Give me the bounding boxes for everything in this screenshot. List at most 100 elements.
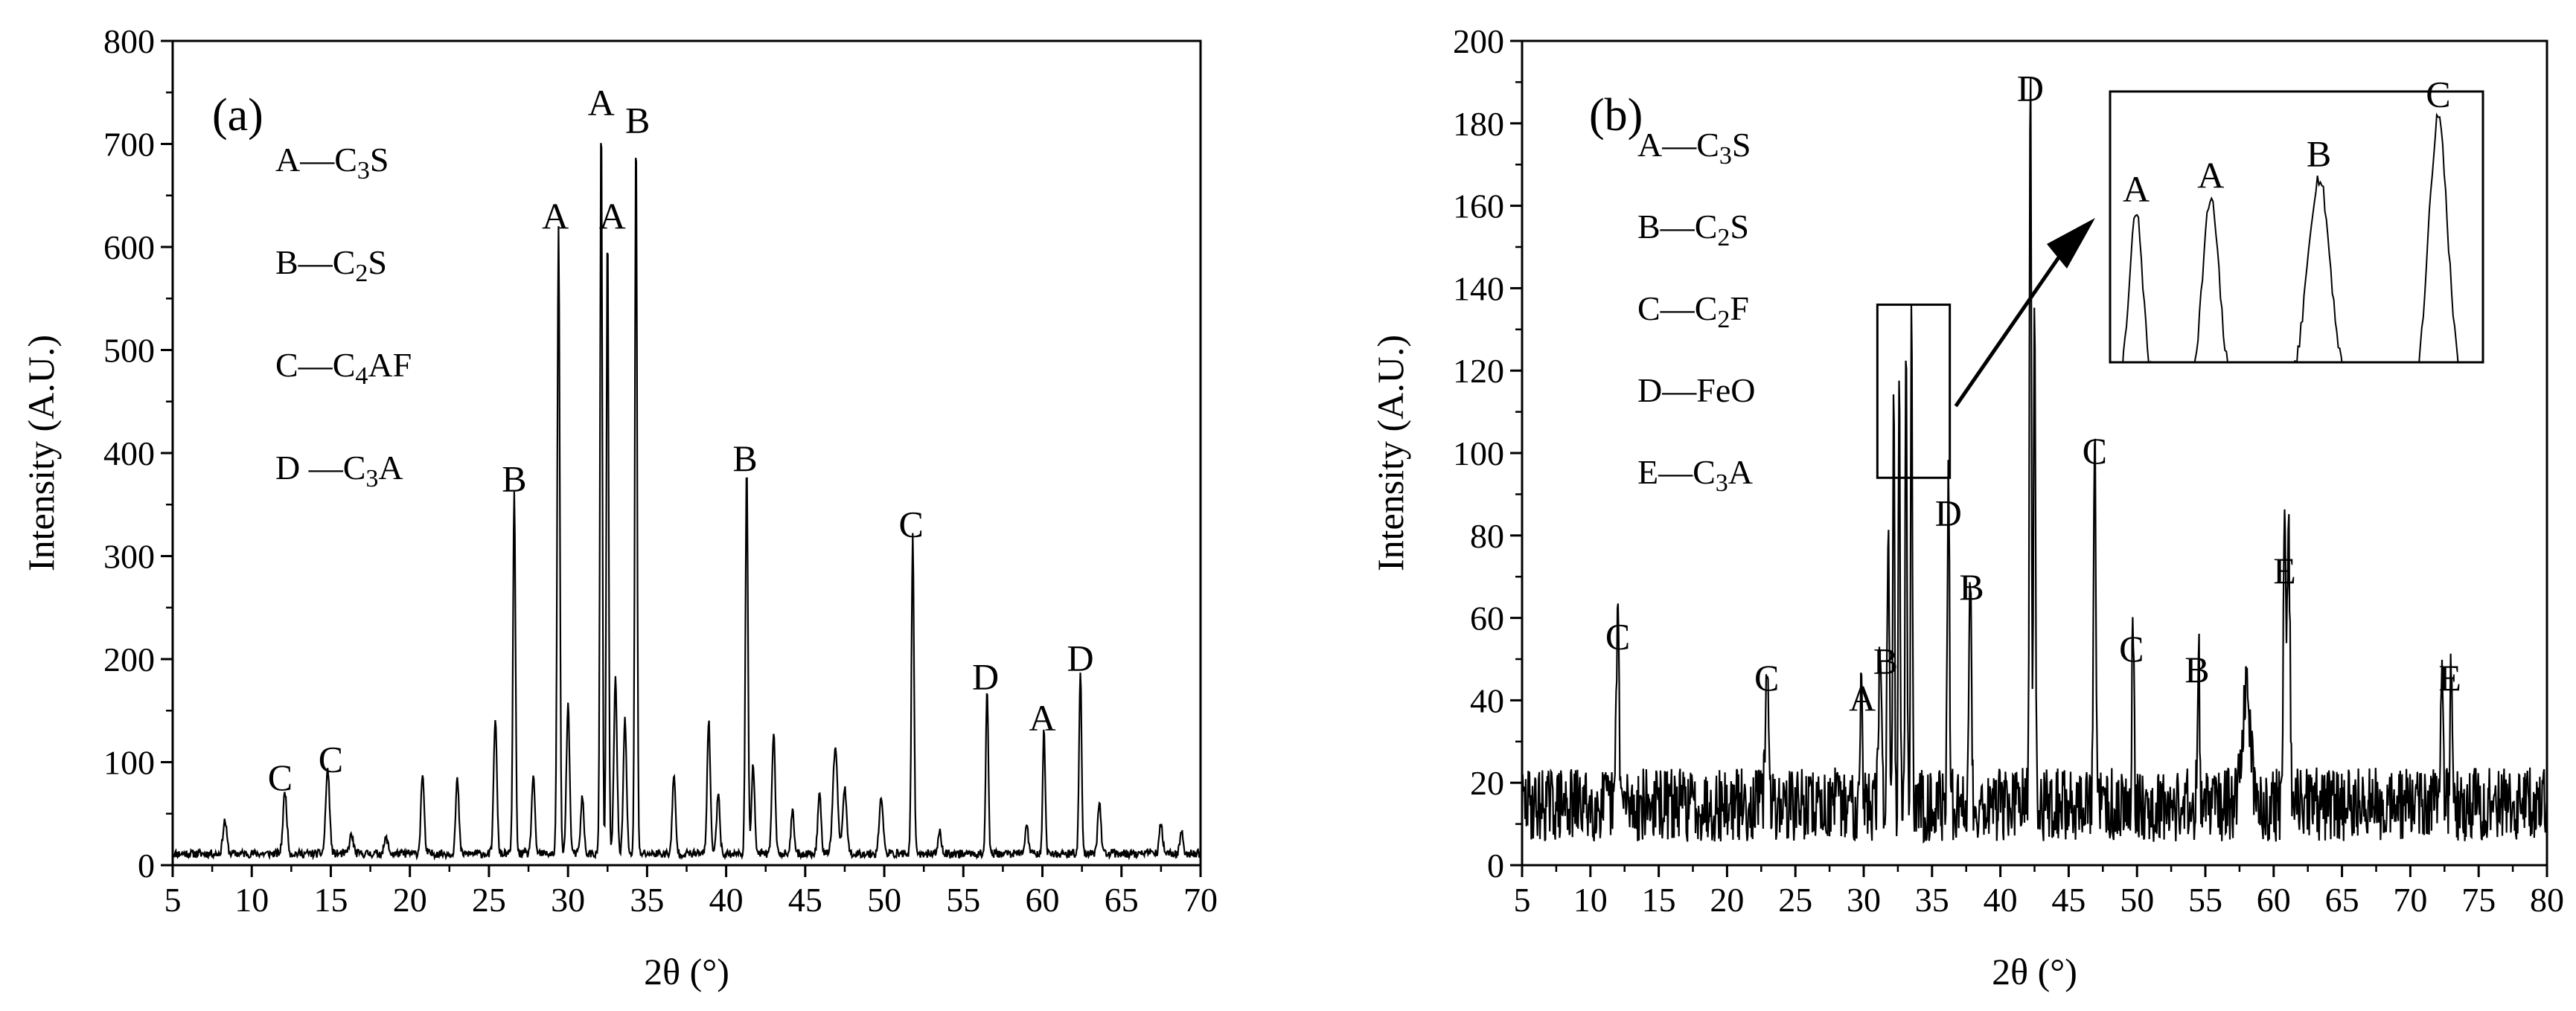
x-tick-label: 55 [2188,881,2222,919]
y-tick-label: 120 [1453,352,1504,390]
peak-label-A: A [1029,697,1055,739]
peak-label-C: C [1754,657,1779,699]
inset-peak-label-C: C [2426,73,2450,115]
y-tick-label: 700 [103,126,155,164]
peak-label-D: D [1935,492,1962,533]
x-tick-label: 20 [393,881,427,919]
x-tick-label: 45 [2051,881,2086,919]
x-tick-label: 30 [1847,881,1881,919]
legend-formula-part: FeO [1696,371,1755,409]
panel-label: (b) [1589,90,1643,141]
legend-formula-part: 3 [365,465,378,492]
legend-entry: B—C2S [275,243,387,287]
chart-panel-0: 5 10 15 20 25 30 35 40 45 50 55 60 65 700100200300400… [20,22,1218,992]
peak-label-B: B [502,458,526,500]
y-tick-label: 0 [1487,847,1504,885]
x-axis-title: 2θ (°) [644,951,729,992]
x-tick-label: 45 [788,881,822,919]
x-tick-label: 35 [630,881,664,919]
legend-letter: E— [1637,453,1693,491]
x-tick-label: 75 [2461,881,2496,919]
x-tick-label: 60 [2257,881,2291,919]
peak-label-C: C [319,738,343,780]
legend-formula-part: AF [368,346,412,384]
x-tick-label: 70 [1183,881,1218,919]
legend-formula-part: C [333,346,356,384]
y-tick-label: 500 [103,332,155,370]
panel-label: (a) [212,90,263,141]
legend-entry: C—C4AF [275,346,412,390]
x-tick-label: 15 [313,881,348,919]
x-tick-label: 80 [2530,881,2564,919]
zoom-source-box [1876,304,1952,479]
legend-formula-part: C [1696,126,1719,164]
peak-label-B: B [1959,566,1984,608]
peak-label-C: C [2083,430,2107,472]
peak-label-C: C [268,757,293,798]
legend-entry: D—FeO [1637,371,1755,409]
peak-label-B: B [1873,641,1898,682]
peak-label-C: C [1605,615,1630,657]
legend-formula-part: A [378,449,403,487]
x-tick-label: 50 [2120,881,2154,919]
x-tick-label: 65 [1105,881,1139,919]
chart-panel-1: 5 10 15 20 25 30 35 40 45 50 55 60 65 70 75 80 0 20 40 60 80… [1370,22,2564,992]
peak-label-E: E [2438,657,2461,699]
zoom-arrow-head [2047,218,2095,269]
legend-letter: D— [1637,371,1697,409]
legend-formula-part: C [1693,453,1716,491]
legend-formula-part: A [1728,453,1753,491]
legend-formula-part: 4 [355,362,368,390]
x-tick-label: 25 [1778,881,1812,919]
legend-formula-part: C [334,141,357,179]
y-axis-title: Intensity (A.U.) [20,335,62,571]
legend-formula-part: C [1695,289,1718,327]
y-tick-label: 40 [1470,681,1504,719]
peak-label-B: B [732,437,757,479]
legend-formula-part: S [370,141,389,179]
y-tick-label: 20 [1470,764,1504,802]
zoom-arrow-line [1954,246,2068,408]
peak-label-D: D [2017,68,2044,109]
x-axis-title: 2θ (°) [1992,951,2077,992]
x-tick-label: 50 [867,881,901,919]
y-tick-label: 140 [1453,269,1504,307]
y-tick-label: 400 [103,434,155,472]
legend-entry: D —C3A [275,449,403,492]
peak-label-B: B [2185,649,2209,690]
x-tick-label: 40 [1984,881,2018,919]
y-tick-label: 180 [1453,105,1504,143]
legend-formula-part: C [1695,208,1718,245]
legend-letter: A— [275,141,335,179]
x-tick-label: 5 [1514,881,1531,919]
legend-formula-part: 3 [1716,469,1728,497]
x-tick-label: 25 [472,881,506,919]
inset-peak-label-A: A [2197,155,2224,196]
legend-letter: C— [1637,289,1696,327]
legend-entry: A—C3S [1637,126,1751,170]
y-tick-label: 60 [1470,600,1504,638]
peak-label-C: C [2119,628,2144,670]
legend-formula-part: S [368,243,387,281]
peak-label-A: A [1849,678,1876,719]
peak-label-C: C [899,503,924,545]
x-tick-label: 20 [1710,881,1744,919]
legend-formula-part: 2 [1717,224,1730,251]
legend-formula-part: 2 [355,260,368,287]
legend-formula-part: F [1730,289,1749,327]
inset-peak-label-B: B [2307,132,2331,174]
peak-label-E: E [2273,550,2296,591]
legend-formula-part: 3 [1719,142,1732,170]
x-tick-label: 5 [164,881,182,919]
y-tick-label: 160 [1453,187,1504,225]
legend-entry: E—C3A [1637,453,1753,497]
peak-label-D: D [1067,638,1093,679]
x-tick-label: 10 [234,881,269,919]
y-tick-label: 0 [138,847,155,885]
x-tick-label: 55 [946,881,980,919]
y-tick-label: 200 [103,641,155,678]
legend-letter: B— [1637,208,1696,245]
x-tick-label: 10 [1573,881,1608,919]
y-tick-label: 200 [1453,22,1504,60]
legend-letter: D — [275,449,344,487]
